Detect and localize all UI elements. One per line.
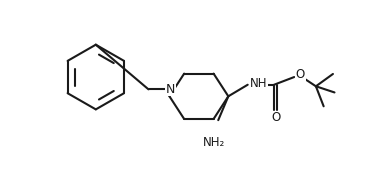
Text: N: N <box>165 83 175 96</box>
Text: O: O <box>271 111 280 124</box>
Text: N: N <box>165 83 175 96</box>
Text: NH₂: NH₂ <box>203 136 225 148</box>
Text: NH: NH <box>250 77 267 90</box>
Text: O: O <box>296 68 305 81</box>
